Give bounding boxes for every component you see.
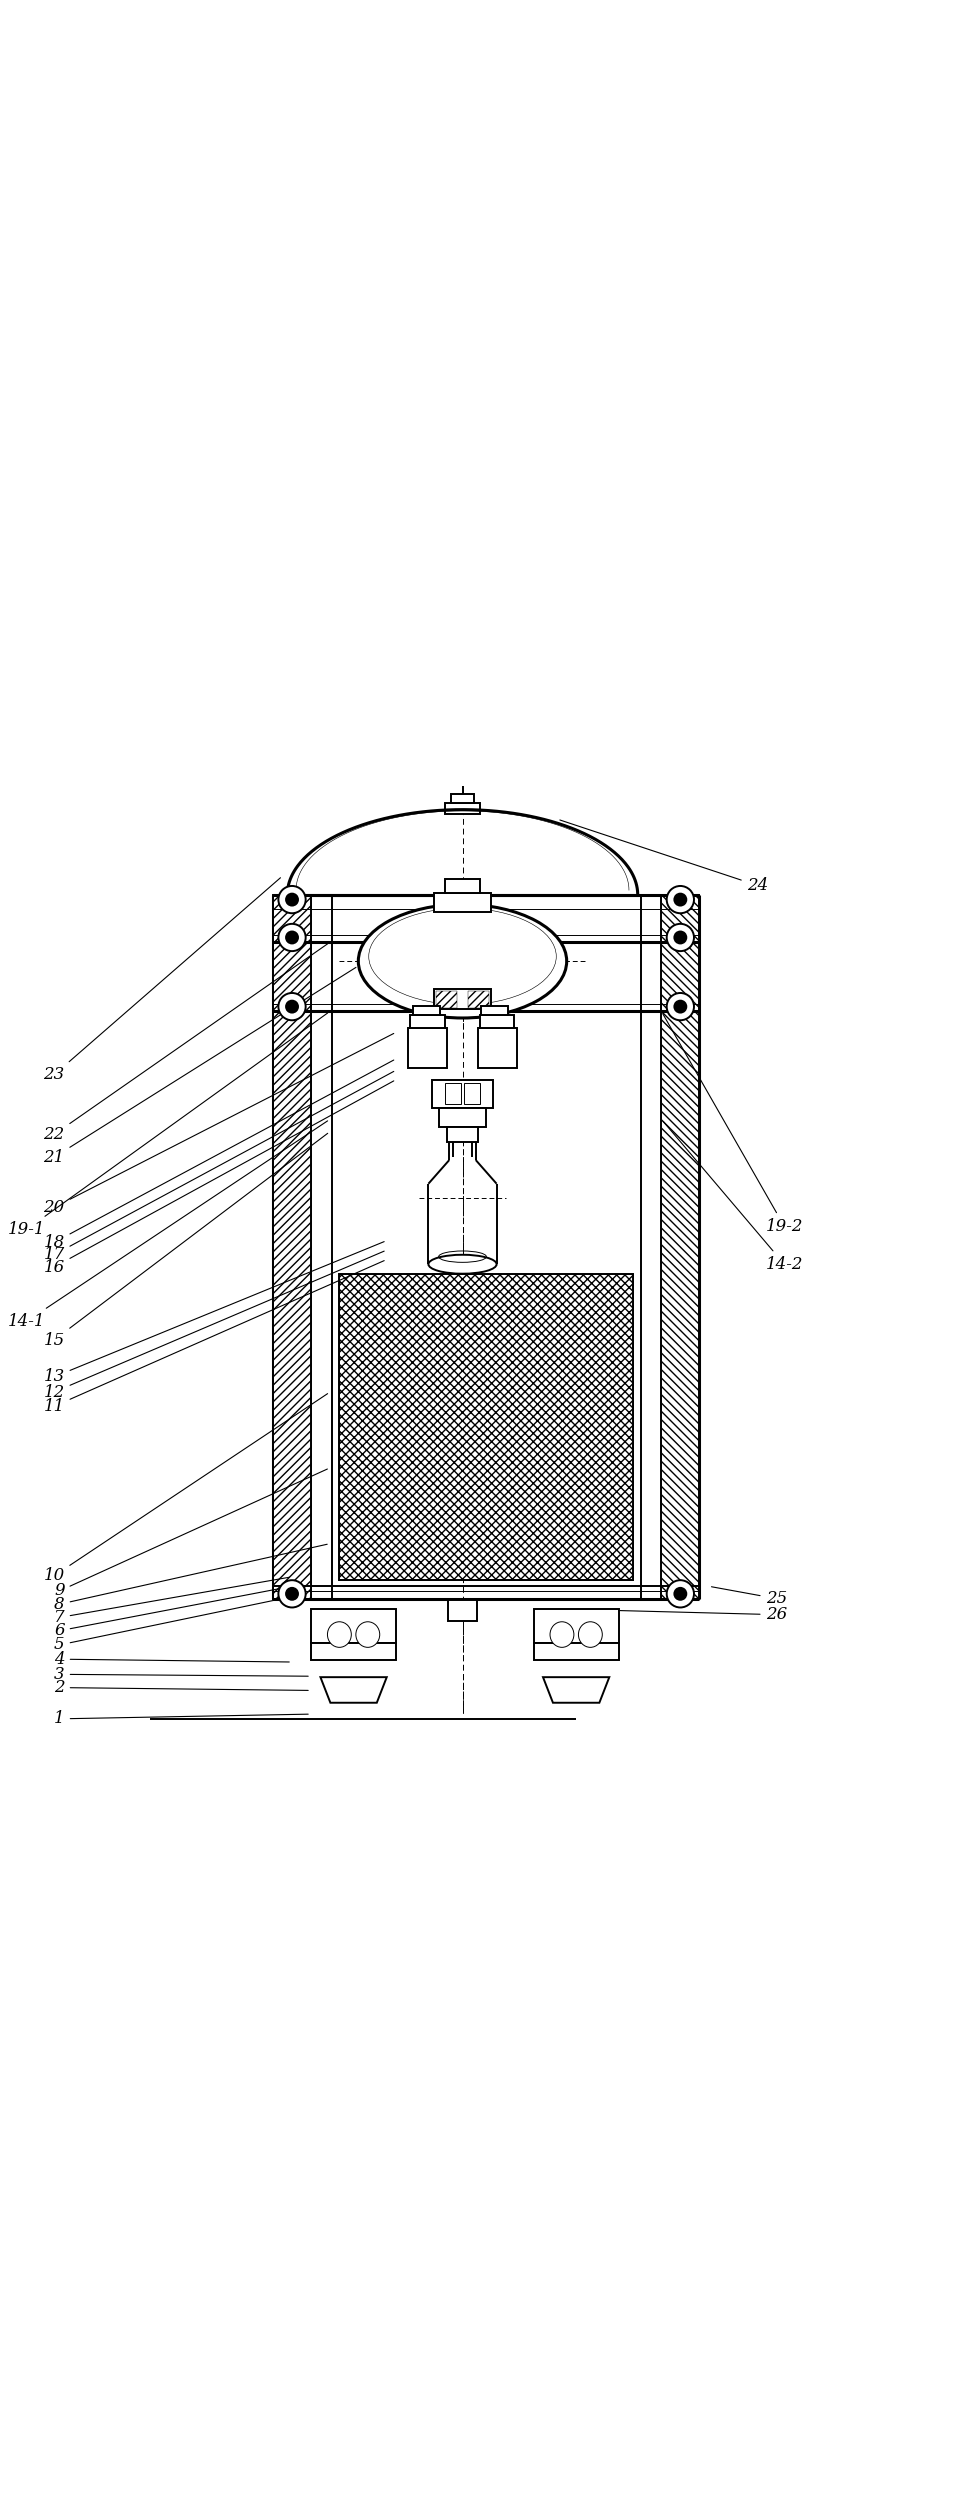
Text: 22: 22 [44, 945, 328, 1144]
Text: 5: 5 [54, 1600, 280, 1652]
Bar [481, 1005, 508, 1015]
Circle shape [279, 887, 306, 914]
Bar [479, 1015, 514, 1028]
Ellipse shape [429, 1254, 497, 1275]
Bar [662, 894, 699, 1600]
Circle shape [286, 932, 298, 945]
Ellipse shape [328, 1622, 351, 1647]
Bar [414, 1005, 439, 1015]
Circle shape [279, 1579, 306, 1607]
Bar [435, 987, 491, 1010]
Text: 24: 24 [560, 821, 768, 894]
Text: 12: 12 [44, 1252, 384, 1401]
Text: 23: 23 [44, 877, 281, 1083]
Bar [445, 1083, 460, 1103]
Text: 4: 4 [54, 1650, 289, 1668]
Bar [445, 879, 479, 892]
Bar [339, 1275, 633, 1579]
Polygon shape [321, 1678, 387, 1703]
Text: 26: 26 [598, 1607, 787, 1622]
Text: 2: 2 [54, 1680, 308, 1695]
Text: 10: 10 [44, 1393, 328, 1584]
Bar [447, 1126, 478, 1141]
Text: 1: 1 [54, 1710, 308, 1728]
Text: 8: 8 [54, 1544, 328, 1612]
Ellipse shape [550, 1622, 574, 1647]
Bar [464, 1083, 479, 1103]
Circle shape [667, 992, 694, 1020]
Text: 7: 7 [54, 1577, 289, 1625]
Text: 16: 16 [44, 1081, 393, 1275]
Bar [439, 1108, 486, 1126]
Text: 19-2: 19-2 [663, 1013, 803, 1234]
Bar [311, 1642, 396, 1660]
Text: 13: 13 [44, 1242, 384, 1385]
Text: 17: 17 [44, 1071, 393, 1262]
Circle shape [286, 894, 298, 904]
Text: 14-2: 14-2 [663, 1121, 803, 1272]
Text: 6: 6 [54, 1587, 289, 1640]
Bar [534, 1610, 619, 1642]
Ellipse shape [579, 1622, 603, 1647]
Text: 3: 3 [54, 1665, 308, 1683]
Circle shape [667, 1579, 694, 1607]
Polygon shape [543, 1678, 609, 1703]
Bar [273, 894, 311, 1600]
Bar [534, 1642, 619, 1660]
Bar [311, 1610, 396, 1642]
Circle shape [674, 932, 687, 945]
Text: 21: 21 [44, 967, 356, 1166]
Text: 15: 15 [44, 1134, 328, 1348]
Circle shape [279, 992, 306, 1020]
Text: 14-1: 14-1 [9, 1121, 328, 1330]
Bar [435, 892, 491, 912]
Text: 20: 20 [44, 1033, 393, 1217]
Text: 11: 11 [44, 1260, 384, 1416]
Circle shape [674, 1000, 687, 1013]
Text: 25: 25 [711, 1587, 787, 1607]
Circle shape [667, 924, 694, 952]
Bar [436, 990, 456, 1008]
Ellipse shape [358, 904, 566, 1018]
Bar [408, 1028, 447, 1068]
Text: 9: 9 [54, 1469, 328, 1600]
Circle shape [286, 1000, 298, 1013]
Bar [448, 1600, 477, 1622]
Ellipse shape [356, 1622, 380, 1647]
Circle shape [674, 1587, 687, 1600]
Bar [468, 990, 489, 1008]
Circle shape [279, 924, 306, 952]
Circle shape [674, 894, 687, 904]
Bar [478, 1028, 518, 1068]
Bar [411, 1015, 444, 1028]
Circle shape [286, 1587, 298, 1600]
Circle shape [667, 887, 694, 914]
Bar [273, 894, 311, 1600]
Text: 18: 18 [44, 1060, 393, 1252]
Text: 19-1: 19-1 [9, 1013, 328, 1237]
Bar [433, 1081, 493, 1108]
Bar [451, 793, 474, 804]
Bar [445, 804, 479, 814]
Bar [339, 1275, 633, 1579]
Bar [662, 894, 699, 1600]
